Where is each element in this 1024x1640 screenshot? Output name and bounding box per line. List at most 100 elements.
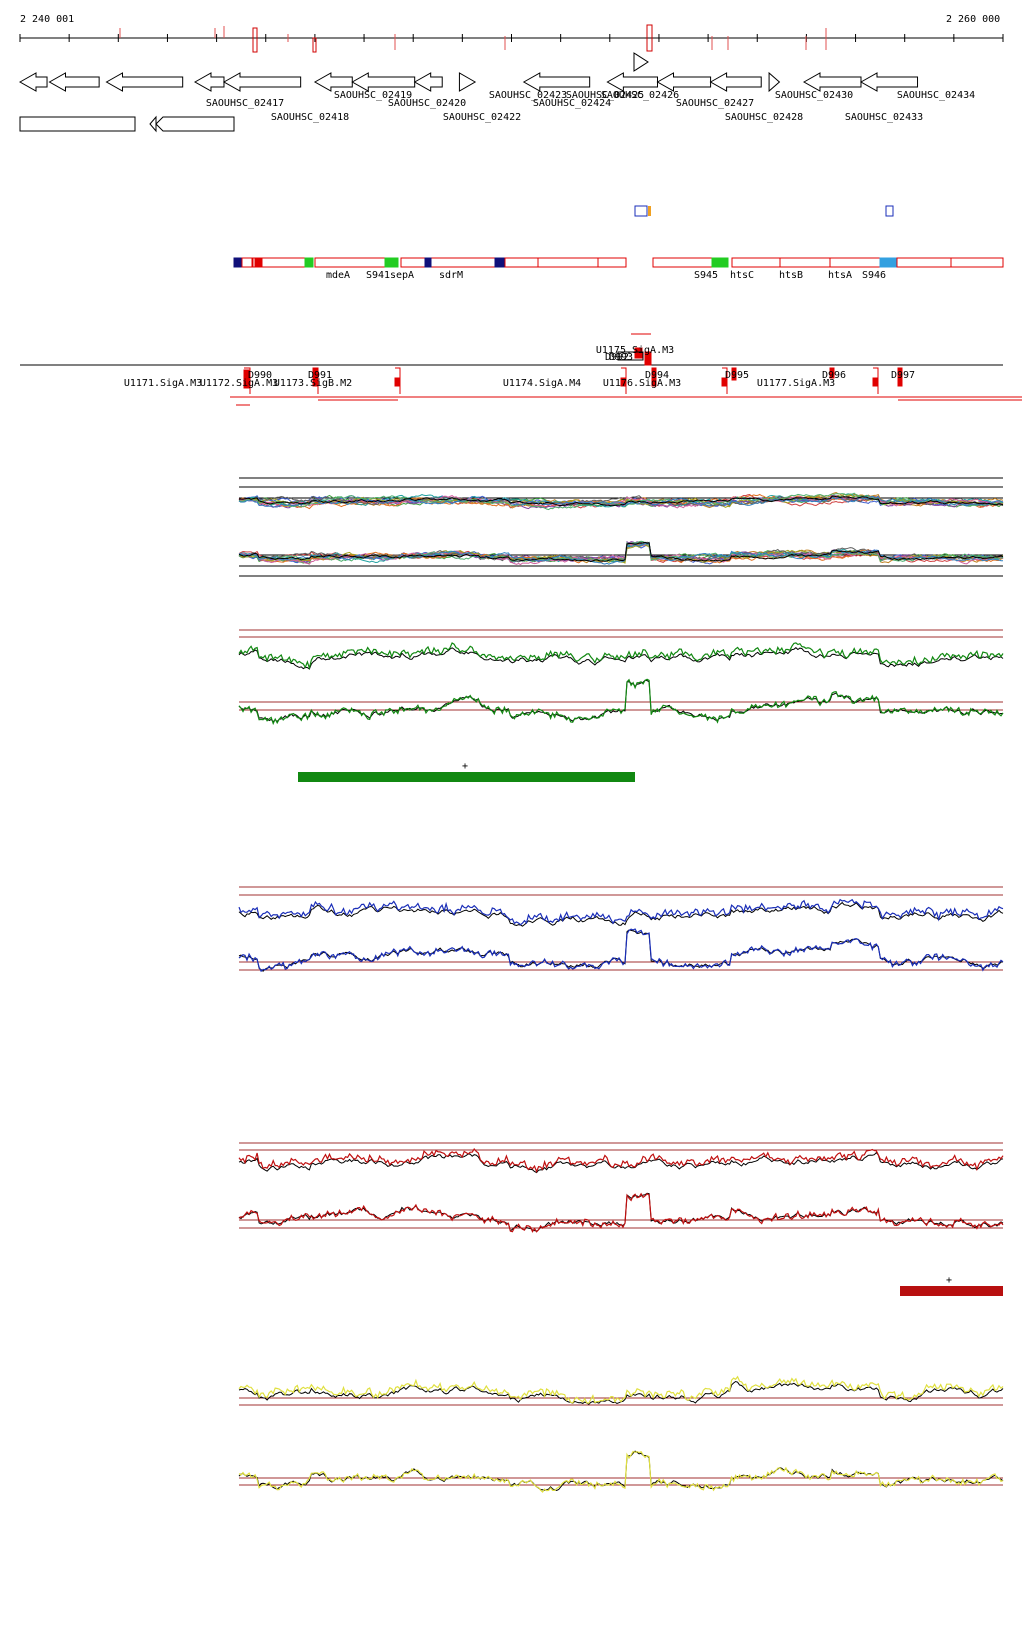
gene-arrow xyxy=(768,71,781,93)
gene-label: SAOUHSC_02427 xyxy=(676,98,754,109)
feature-labels: mdeA S941 sepA sdrM S945 htsC htsB htsA S946 xyxy=(326,270,886,281)
transcript-bracket xyxy=(313,367,319,394)
gene-arrow xyxy=(859,72,919,92)
feature-label: htsB xyxy=(779,270,803,281)
expression-line xyxy=(239,495,1004,507)
transcript-label: D992 xyxy=(605,352,629,363)
feature-label: htsC xyxy=(730,270,754,281)
feature-box xyxy=(896,257,952,268)
feature-box xyxy=(711,257,729,268)
feature-box xyxy=(400,257,426,268)
gene-arrow xyxy=(522,72,591,92)
expression-line xyxy=(238,493,1004,508)
highlight-box xyxy=(646,24,653,52)
promoter-flag xyxy=(897,367,903,387)
transcript-label: U1173.SigB.M2 xyxy=(274,378,352,389)
feature-box xyxy=(494,257,506,268)
expression-line xyxy=(238,540,1004,563)
feature-box xyxy=(950,257,1004,268)
gene-label: SAOUHSC_02417 xyxy=(206,98,284,109)
gene-label: SAOUHSC_02423 xyxy=(489,90,567,101)
ruler-ticks xyxy=(19,34,1004,42)
transcript-label: D997 xyxy=(891,370,915,381)
transcript-label: D991 xyxy=(308,370,332,381)
expression-line xyxy=(238,1375,1004,1404)
feature-row xyxy=(233,257,1004,268)
expression-line xyxy=(238,678,1004,726)
feature-box xyxy=(241,257,253,268)
transcript-label: D996 xyxy=(822,370,846,381)
feature-label: S945 xyxy=(694,270,718,281)
expression-line xyxy=(238,898,1004,926)
gene-label: SAOUHSC_02418 xyxy=(271,112,349,123)
expression-line xyxy=(238,1147,1004,1174)
promoter-flag xyxy=(872,377,879,387)
feature-box xyxy=(384,257,399,268)
transcript-label: U1176.SigA.M3 xyxy=(603,378,681,389)
gene-label: SAOUHSC_02428 xyxy=(725,112,803,123)
gene-arrow xyxy=(656,72,712,92)
transcript-bracket xyxy=(621,367,627,394)
promoter-flag xyxy=(829,367,835,379)
feature-box xyxy=(652,257,714,268)
orange-marker xyxy=(648,206,651,216)
gene-arrow xyxy=(18,72,48,92)
gene-arrow xyxy=(193,72,225,92)
ruler-highlights xyxy=(119,24,827,53)
feature-label: mdeA xyxy=(326,270,350,281)
gene-label: SAOUHSC_02424 xyxy=(533,98,611,109)
feature-box xyxy=(879,257,898,268)
gene-arrow xyxy=(351,72,416,92)
feature-label: S941 xyxy=(366,270,390,281)
feature-box xyxy=(597,257,627,268)
segment-bars: + + xyxy=(298,761,1003,1296)
expression-line xyxy=(238,642,1004,671)
transcript-row xyxy=(20,333,1022,406)
feature-box xyxy=(304,257,314,268)
expression-line xyxy=(238,542,1004,566)
red-segment-bar xyxy=(900,1286,1003,1296)
gene-label: SAOUHSC_02430 xyxy=(775,90,853,101)
feature-label: htsA xyxy=(828,270,852,281)
gene-arrow xyxy=(606,72,659,92)
gene-arrow xyxy=(222,72,302,92)
gene-labels: SAOUHSC_02417SAOUHSC_02418SAOUHSC_02419S… xyxy=(206,90,975,123)
expression-line xyxy=(238,901,1004,927)
gene-label: SAOUHSC_02433 xyxy=(845,112,923,123)
gene-arrow xyxy=(709,72,762,92)
highlight-box xyxy=(312,37,317,53)
expression-tracks xyxy=(238,477,1004,1493)
feature-box xyxy=(504,257,539,268)
expression-line xyxy=(238,928,1004,973)
green-segment-plus: + xyxy=(462,761,468,772)
feature-box xyxy=(537,257,599,268)
start-coordinate: 2 240 001 xyxy=(20,14,74,25)
gene-arrow xyxy=(48,72,100,92)
gene-arrow xyxy=(413,72,443,92)
transcript-label: D994 xyxy=(645,370,669,381)
feature-box xyxy=(424,257,432,268)
expression-line xyxy=(238,1450,1004,1493)
gene-arrow xyxy=(802,72,862,92)
gene-arrow xyxy=(105,72,184,92)
transcript-block xyxy=(634,347,643,359)
transcript-label: U1175.SigA.M3 xyxy=(596,345,674,356)
transcript-label: U1171.SigA.M3 xyxy=(124,378,202,389)
gene-label: SAOUHSC_02422 xyxy=(443,112,521,123)
expression-line xyxy=(238,929,1004,972)
promoter-flag xyxy=(394,377,401,387)
gene-arrow-left xyxy=(149,115,235,133)
transcript-bracket xyxy=(873,367,879,394)
expression-line xyxy=(238,679,1003,723)
feature-box xyxy=(779,257,831,268)
feature-box xyxy=(254,257,263,268)
promoter-flag xyxy=(731,367,737,381)
feature-box xyxy=(424,257,496,268)
transcript-bracket xyxy=(722,367,728,394)
gene-row-2 xyxy=(19,115,235,133)
transcript-label: U1172.SigA.M3 xyxy=(200,378,278,389)
gene-label: SAOUHSC_02425 xyxy=(566,90,644,101)
transcript-bracket xyxy=(395,367,401,394)
transcript-label: D990 xyxy=(248,370,272,381)
expression-line xyxy=(238,541,1004,563)
